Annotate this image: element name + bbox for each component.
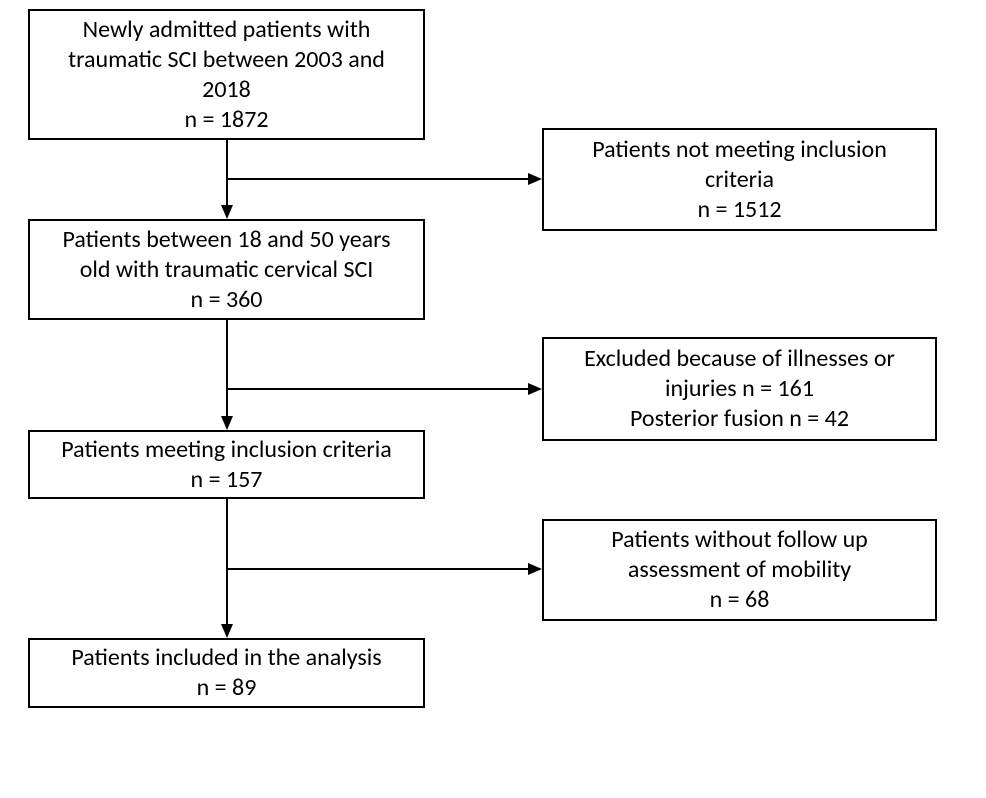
node-text-line: Posterior fusion n = 42 [630, 404, 849, 434]
node-text-line: assessment of mobility [628, 555, 851, 585]
node-text-line: n = 157 [191, 465, 263, 495]
node-text-line: Patients between 18 and 50 years [62, 225, 390, 255]
node-text-line: n = 1512 [697, 195, 781, 225]
node-text-line: Excluded because of illnesses or [584, 344, 895, 374]
node-text-line: Newly admitted patients with [83, 15, 371, 45]
node-text-line: 2018 [202, 75, 251, 105]
node-text-line: n = 68 [710, 585, 770, 615]
node-text-line: Patients not meeting inclusion [592, 135, 887, 165]
node-text-line: Patients without follow up [611, 525, 868, 555]
node-text-line: traumatic SCI between 2003 and [68, 45, 385, 75]
node-text-line: injuries n = 161 [665, 374, 814, 404]
node-text-line: n = 1872 [184, 105, 268, 135]
node-initial-cohort: Newly admitted patients withtraumatic SC… [28, 9, 425, 140]
node-text-line: n = 360 [191, 285, 263, 315]
node-excluded-illness: Excluded because of illnesses orinjuries… [542, 337, 937, 441]
node-meeting-criteria: Patients meeting inclusion criterian = 1… [28, 430, 425, 499]
node-text-line: criteria [705, 165, 774, 195]
node-text-line: n = 89 [197, 673, 257, 703]
node-text-line: old with traumatic cervical SCI [80, 255, 374, 285]
node-not-meeting-criteria: Patients not meeting inclusioncriterian … [542, 128, 937, 231]
node-text-line: Patients meeting inclusion criteria [61, 435, 391, 465]
node-text-line: Patients included in the analysis [71, 643, 381, 673]
node-age-filtered: Patients between 18 and 50 yearsold with… [28, 219, 425, 320]
node-no-followup: Patients without follow upassessment of … [542, 519, 937, 621]
node-final-analysis: Patients included in the analysisn = 89 [28, 638, 425, 708]
